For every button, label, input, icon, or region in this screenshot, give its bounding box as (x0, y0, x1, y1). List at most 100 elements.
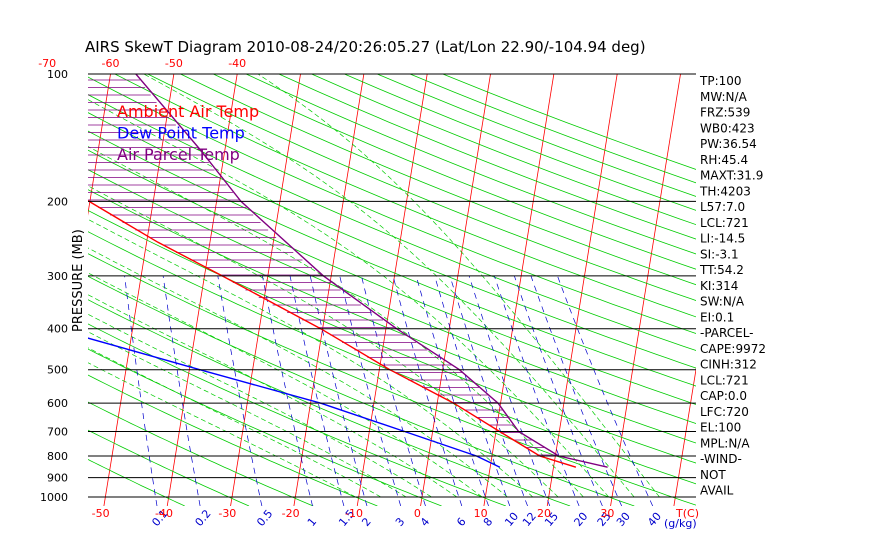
isotherm-line (420, 74, 491, 506)
isotherm-line (103, 74, 175, 506)
mixing-ratio-unit-label: (g/kg) (664, 517, 697, 530)
stat-line: CAP:0.0 (700, 389, 747, 403)
stat-line: LCL:721 (700, 373, 749, 387)
stat-line: MPL:N/A (700, 436, 750, 450)
moist-adiabat-line (88, 294, 458, 498)
isotherm-line (483, 74, 555, 506)
y-axis-label: PRESSURE (MB) (71, 229, 86, 332)
grid-layer (0, 74, 696, 526)
mixing-ratio-tick-label: 1 (305, 515, 319, 529)
moist-adiabat-line (88, 247, 508, 498)
mixing-ratio-line (289, 275, 345, 506)
moist-adiabat-line (88, 146, 584, 498)
pressure-tick-label: 500 (47, 364, 68, 377)
isotherm-line (546, 74, 618, 506)
stat-line: EL:100 (700, 421, 741, 435)
bottom-temp-tick-label: -20 (282, 507, 300, 520)
dry-adiabat-line (88, 275, 635, 506)
parcel-temp-line (135, 74, 608, 468)
dry-adiabat-line (245, 74, 696, 255)
instability-hatch (88, 79, 557, 456)
dry-adiabat-line (88, 459, 185, 506)
stat-line: -WIND- (700, 452, 742, 466)
stat-line: L57:7.0 (700, 200, 745, 214)
legend-entry: Dew Point Temp (117, 124, 245, 143)
bottom-unit-label: T(C) (675, 507, 699, 520)
stat-line: TT:54.2 (699, 263, 744, 277)
moist-adiabat-line (88, 218, 534, 498)
dry-adiabat-line (88, 253, 696, 506)
pressure-tick-label: 1000 (40, 491, 68, 504)
stat-line: PW:36.54 (700, 137, 757, 151)
pressure-tick-label: 800 (47, 450, 68, 463)
dry-adiabat-line (88, 429, 250, 506)
mixing-ratio-line (434, 275, 511, 506)
mixing-ratio-line (449, 275, 528, 506)
dry-adiabat-line (88, 169, 696, 424)
moist-adiabat-line (88, 331, 407, 498)
isotherm-line (230, 74, 301, 506)
mixing-ratio-line (513, 275, 603, 506)
stat-line: TH:4203 (699, 184, 751, 198)
dry-adiabat-line (88, 323, 507, 506)
top-temp-tick-label: -70 (38, 57, 56, 70)
isotherm-line (673, 367, 696, 506)
stat-line: CAPE:9972 (700, 342, 766, 356)
top-temp-tick-label: -60 (102, 57, 120, 70)
mixing-ratio-line (162, 275, 201, 506)
moist-adiabat-line (257, 74, 660, 498)
top-temp-tick-label: -40 (228, 57, 246, 70)
stat-line: FRZ:539 (700, 106, 750, 120)
stat-line: MAXT:31.9 (700, 169, 763, 183)
dry-adiabat-line (180, 74, 696, 286)
stat-line: LCL:721 (700, 216, 749, 230)
moist-adiabat-line (88, 272, 483, 498)
dry-adiabat-line (88, 209, 696, 464)
moist-adiabat-line (88, 185, 559, 498)
stat-line: AVAIL (700, 484, 734, 498)
mixing-ratio-line (309, 275, 368, 506)
bottom-temp-tick-label: 10 (474, 507, 488, 520)
top-temp-tick-label: -50 (165, 57, 183, 70)
bottom-temp-tick-label: 20 (537, 507, 551, 520)
moist-adiabat-line (88, 347, 382, 498)
pressure-tick-label: 700 (47, 426, 68, 439)
stat-line: LFC:720 (700, 405, 749, 419)
pressure-tick-label: 200 (47, 195, 68, 208)
stat-line: KI:314 (700, 279, 738, 293)
mixing-ratio-tick-label: 0.2 (192, 507, 213, 529)
isotherm-line (88, 74, 111, 216)
dry-adiabat-line (88, 374, 378, 506)
bottom-temp-tick-label: 30 (600, 507, 614, 520)
moist-adiabat-line (88, 313, 432, 498)
mixing-ratio-line (493, 275, 580, 506)
legend-entry: Air Parcel Temp (117, 145, 240, 164)
bottom-temp-tick-label: -10 (345, 507, 363, 520)
mixing-ratio-line (557, 275, 654, 506)
moist-adiabat-line (88, 362, 356, 498)
chart-title: AIRS SkewT Diagram 2010-08-24/20:26:05.2… (85, 38, 646, 56)
bottom-temp-tick-label: -30 (218, 507, 236, 520)
stat-line: -PARCEL- (700, 326, 754, 340)
isotherm-line (166, 74, 238, 506)
stat-line: SW:N/A (700, 295, 745, 309)
stat-line: MW:N/A (700, 90, 748, 104)
dew-point-line (88, 337, 501, 468)
pressure-tick-label: 400 (47, 323, 68, 336)
stat-line: NOT (700, 468, 726, 482)
moist-adiabat-line (88, 99, 610, 498)
mixing-ratio-line (339, 275, 402, 506)
dry-adiabat-line (88, 76, 696, 334)
mixing-ratio-line (468, 275, 551, 506)
mixing-ratio-line (217, 275, 263, 506)
mixing-ratio-tick-label: 0.5 (254, 507, 275, 529)
mixing-ratio-tick-label: 30 (614, 510, 633, 529)
pressure-tick-label: 100 (47, 68, 68, 81)
mixing-ratio-line (361, 275, 426, 506)
mixing-ratio-tick-label: 20 (571, 510, 590, 529)
mixing-ratio-tick-label: 6 (454, 515, 468, 529)
mixing-ratio-line (530, 275, 623, 506)
isotherm-line (0, 74, 47, 526)
